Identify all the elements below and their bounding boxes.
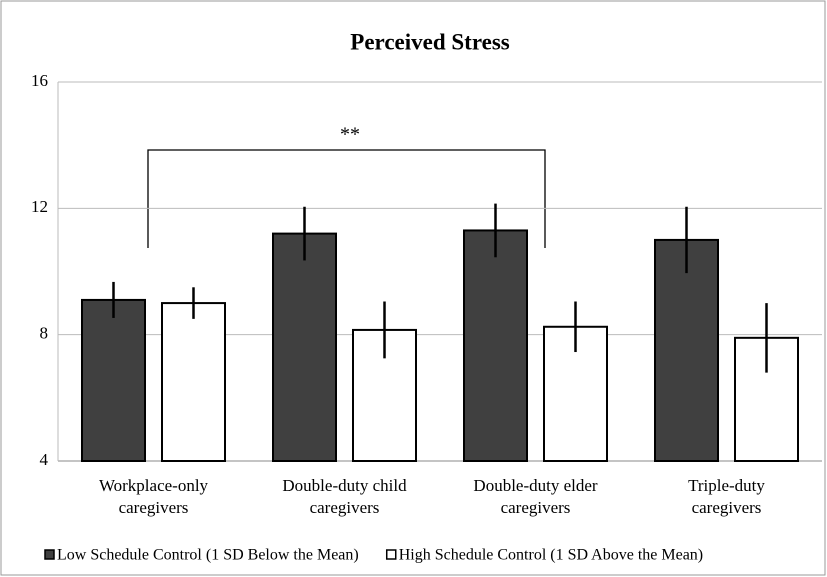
x-tick-label: caregivers [310,498,380,517]
bar [463,229,528,462]
x-tick-label: caregivers [692,498,762,517]
x-tick-label: Double-duty child [282,476,407,495]
y-tick-label: 8 [40,324,49,343]
x-tick-label: caregivers [119,498,189,517]
bar [81,298,146,462]
annotation: ** [340,124,360,146]
significance-bracket [147,149,546,248]
x-tick-label: caregivers [501,498,571,517]
x-tick-label: Workplace-only [99,476,209,495]
x-tick-label: Double-duty elder [473,476,597,495]
legend-swatch [44,549,55,560]
legend-label: High Schedule Control (1 SD Above the Me… [399,547,703,564]
y-tick-label: 4 [40,450,49,469]
x-tick-label: Triple-duty [688,476,765,495]
legend-swatch [385,549,397,560]
y-tick-label: 12 [31,197,48,216]
legend-label: Low Schedule Control (1 SD Below the Mea… [57,547,359,564]
bar [272,232,337,462]
chart-title: Perceived Stress [350,29,510,54]
bar [161,302,226,463]
y-tick-label: 16 [31,71,48,90]
